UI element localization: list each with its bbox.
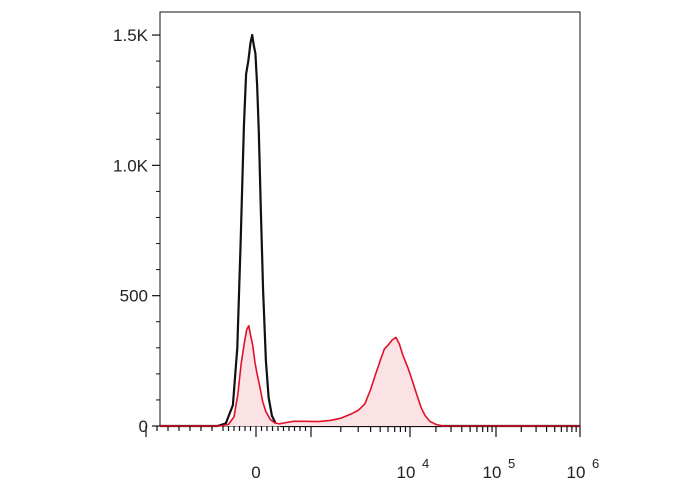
x-tick-label: 10 [483, 463, 502, 482]
x-tick-label: 10 [567, 463, 586, 482]
y-tick-label: 0 [139, 417, 148, 436]
x-tick-exponent: 4 [422, 456, 429, 471]
series-1-line [160, 324, 580, 427]
x-tick-exponent: 5 [508, 456, 515, 471]
y-tick-label: 500 [120, 287, 148, 306]
series-0-line [160, 33, 580, 428]
y-axis: 0 500 1.0K 1.5K [113, 26, 160, 436]
y-tick-label: 1.5K [113, 26, 149, 45]
x-axis: 0 10 4 10 5 10 6 [145, 426, 599, 482]
y-tick-label: 1.0K [113, 156, 149, 175]
plot-frame [159, 11, 581, 427]
series-layer [160, 33, 580, 428]
x-tick-label: 10 [397, 463, 416, 482]
series-1-area [160, 325, 580, 426]
x-tick-exponent: 6 [592, 456, 599, 471]
x-tick-label: 0 [251, 463, 260, 482]
